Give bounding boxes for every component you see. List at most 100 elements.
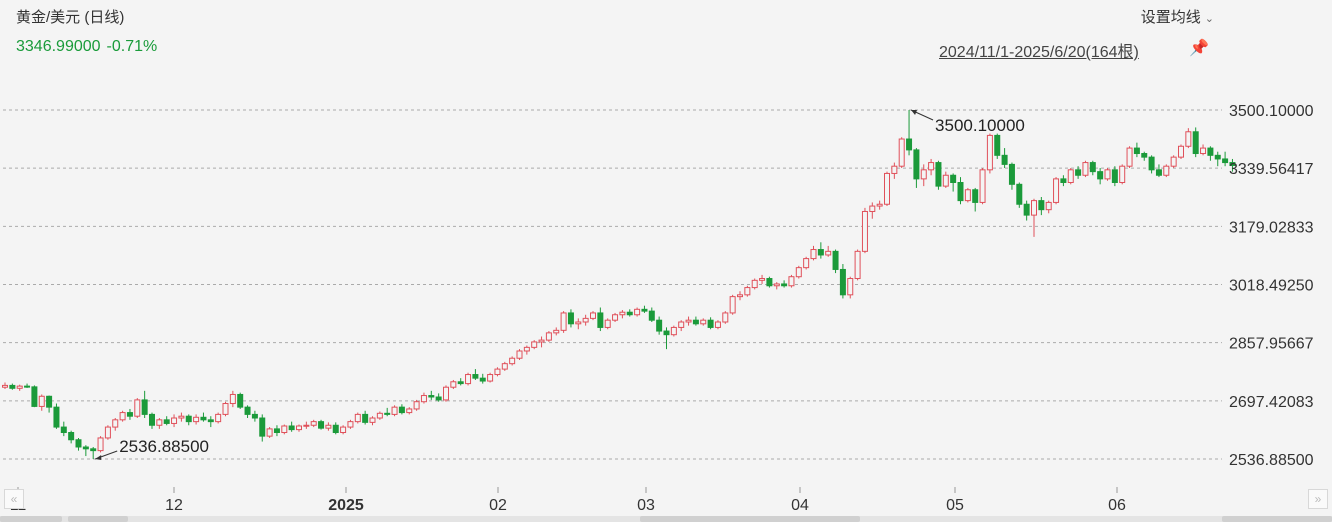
candle-up: [16, 385, 23, 389]
candle-up: [590, 312, 596, 319]
candle-down: [597, 312, 604, 328]
candle-down: [237, 393, 244, 408]
scrollbar-segment[interactable]: [1222, 516, 1332, 522]
candle-down: [244, 406, 251, 415]
candle-up: [376, 412, 383, 419]
candle-up: [1119, 165, 1126, 184]
candle-up: [281, 425, 288, 434]
candle-up: [898, 138, 905, 167]
candle-up: [369, 417, 376, 423]
candle-layer: [2, 110, 1236, 459]
candle-down: [766, 278, 773, 287]
candle-down: [1214, 154, 1221, 160]
double-chevron-left-icon[interactable]: «: [4, 489, 24, 509]
y-tick-label: 2536.88500: [1229, 452, 1314, 469]
candle-down: [832, 250, 839, 270]
y-axis: 3500.10000 3339.56417 3179.02833 3018.49250…: [1229, 103, 1314, 469]
candle-up: [215, 413, 222, 423]
candle-up: [413, 401, 420, 410]
candle-up: [678, 321, 685, 328]
candle-down: [68, 432, 75, 441]
candle-up: [1200, 147, 1207, 155]
candle-up: [1170, 156, 1177, 167]
candle-up: [104, 426, 111, 439]
candle-down: [626, 311, 633, 316]
candle-up: [310, 421, 317, 426]
candle-down: [1111, 169, 1118, 184]
candle-up: [612, 314, 619, 321]
candle-down: [362, 413, 369, 423]
candle-up: [1053, 178, 1060, 203]
candle-up: [553, 329, 560, 334]
candle-down: [1089, 162, 1096, 173]
candle-up: [1067, 169, 1074, 184]
candle-down: [75, 439, 82, 448]
last-price: 3346.99000: [16, 38, 101, 55]
horizontal-scrollbar[interactable]: [0, 516, 1332, 522]
x-tick-label: 06: [1108, 497, 1126, 514]
x-tick-label: 12: [165, 497, 183, 514]
candle-up: [1082, 162, 1089, 176]
candle-down: [318, 421, 325, 429]
scrollbar-thumb[interactable]: [640, 516, 860, 522]
candle-down: [435, 396, 442, 401]
candle-down: [185, 415, 192, 423]
candle-down: [24, 385, 31, 388]
candle-up: [795, 267, 802, 278]
candle-down: [126, 412, 133, 417]
low-annotation: 2536.88500: [119, 437, 209, 456]
candle-up: [670, 326, 677, 336]
candle-up: [700, 319, 707, 325]
candle-down: [259, 417, 266, 437]
candle-down: [994, 134, 1001, 156]
candle-down: [141, 399, 148, 415]
y-tick-label: 3339.56417: [1229, 161, 1314, 178]
scrollbar-segment[interactable]: [0, 516, 62, 522]
set-moving-average-button[interactable]: 设置均线 ⌄: [1141, 6, 1214, 27]
candle-down: [207, 419, 214, 423]
candle-up: [575, 321, 582, 325]
candle-down: [1016, 183, 1023, 205]
double-chevron-right-icon[interactable]: »: [1308, 489, 1328, 509]
candle-up: [406, 408, 413, 414]
candle-up: [884, 172, 890, 205]
candle-up: [38, 395, 45, 407]
candle-down: [1097, 171, 1104, 180]
candle-up: [420, 395, 427, 403]
candle-up: [876, 203, 883, 207]
candle-down: [950, 174, 957, 184]
candle-down: [648, 310, 655, 321]
change-percent: -0.71%: [106, 38, 158, 55]
settings-label: 设置均线: [1140, 9, 1201, 26]
candle-down: [707, 319, 714, 328]
high-annotation: 3500.10000: [935, 116, 1025, 135]
candle-up: [516, 350, 523, 359]
pin-icon[interactable]: 📌: [1189, 40, 1209, 57]
candle-up: [156, 419, 163, 426]
candle-down: [817, 249, 824, 256]
candle-up: [604, 319, 611, 328]
date-range-link[interactable]: 2024/11/1-2025/6/20(164根): [939, 44, 1139, 61]
candle-down: [935, 162, 942, 187]
candle-down: [972, 189, 979, 203]
candle-down: [1207, 147, 1214, 156]
candle-up: [545, 332, 552, 341]
candle-up: [942, 174, 949, 187]
chevron-down-icon: ⌄: [1204, 13, 1214, 25]
candle-down: [1008, 163, 1015, 185]
candle-down: [332, 424, 339, 434]
candle-down: [479, 377, 486, 382]
candle-down: [31, 386, 38, 407]
candle-up: [134, 399, 141, 417]
candle-up: [810, 249, 817, 260]
scrollbar-segment[interactable]: [68, 516, 128, 522]
candle-up: [619, 311, 626, 316]
candle-up: [523, 346, 530, 352]
candle-up: [803, 258, 810, 269]
candle-up: [340, 426, 347, 434]
candle-up: [1126, 147, 1133, 167]
candle-down: [200, 416, 207, 421]
x-tick-label: 03: [637, 497, 655, 514]
candle-up: [634, 308, 641, 316]
